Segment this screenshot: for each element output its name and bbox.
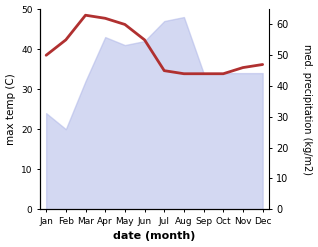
Y-axis label: med. precipitation (kg/m2): med. precipitation (kg/m2): [302, 44, 313, 175]
X-axis label: date (month): date (month): [113, 231, 196, 242]
Y-axis label: max temp (C): max temp (C): [5, 73, 16, 145]
